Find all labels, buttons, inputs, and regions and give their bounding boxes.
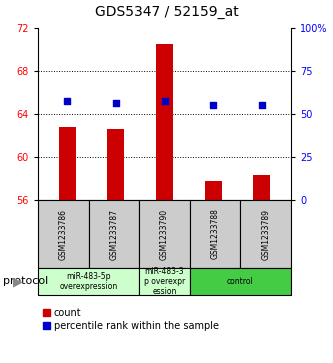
Bar — [38, 268, 139, 295]
Legend: count, percentile rank within the sample: count, percentile rank within the sample — [43, 308, 218, 331]
Bar — [253, 175, 270, 200]
Bar — [190, 200, 240, 268]
Bar — [156, 44, 173, 200]
Text: miR-483-5p
overexpression: miR-483-5p overexpression — [60, 272, 118, 291]
Text: GSM1233789: GSM1233789 — [261, 208, 270, 260]
Text: protocol: protocol — [3, 277, 49, 286]
Bar — [139, 268, 190, 295]
Text: GSM1233790: GSM1233790 — [160, 208, 169, 260]
Point — [162, 98, 167, 104]
Bar — [139, 200, 190, 268]
Text: GSM1233788: GSM1233788 — [210, 209, 219, 260]
Bar — [59, 127, 76, 200]
Text: control: control — [227, 277, 254, 286]
Text: ▶: ▶ — [13, 275, 23, 288]
Bar — [205, 181, 222, 200]
Point — [259, 102, 264, 107]
Point — [113, 100, 119, 106]
Bar — [89, 200, 139, 268]
Bar — [190, 268, 291, 295]
Bar — [240, 200, 291, 268]
Point — [65, 98, 70, 104]
Text: GSM1233786: GSM1233786 — [59, 208, 68, 260]
Text: miR-483-3
p overexpr
ession: miR-483-3 p overexpr ession — [144, 266, 185, 297]
Bar — [38, 200, 89, 268]
Text: GDS5347 / 52159_at: GDS5347 / 52159_at — [95, 5, 238, 19]
Bar — [107, 129, 124, 200]
Text: GSM1233787: GSM1233787 — [110, 208, 119, 260]
Point — [210, 102, 216, 107]
